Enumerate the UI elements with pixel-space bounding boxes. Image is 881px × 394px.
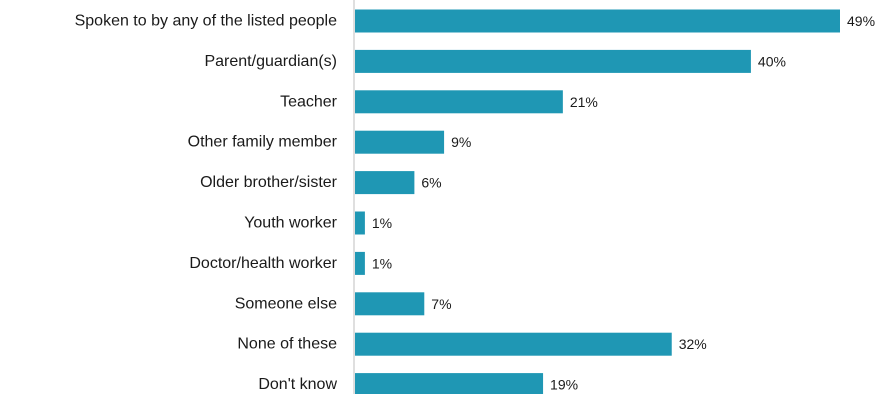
- data-label: 1%: [372, 215, 392, 231]
- data-label: 7%: [431, 296, 451, 312]
- category-label: None of these: [237, 336, 337, 353]
- bar: [355, 292, 425, 316]
- bar: [355, 171, 415, 195]
- category-label: Teacher: [280, 93, 338, 110]
- bar: [355, 211, 365, 235]
- bars-group: Spoken to by any of the listed people 49%…: [75, 9, 875, 394]
- data-label: 1%: [372, 255, 392, 271]
- category-label: Doctor/health worker: [189, 255, 337, 272]
- data-label: 21%: [570, 94, 598, 110]
- bar: [355, 90, 563, 114]
- category-label: Older brother/sister: [200, 174, 338, 191]
- category-label: Other family member: [188, 134, 338, 151]
- data-label: 9%: [451, 134, 471, 150]
- bar: [355, 49, 751, 73]
- bar: [355, 373, 544, 394]
- bar: [355, 251, 365, 275]
- category-label: Parent/guardian(s): [204, 53, 337, 70]
- data-label: 49%: [847, 13, 875, 29]
- data-label: 40%: [758, 53, 786, 69]
- bar: [355, 130, 445, 154]
- category-label: Youth worker: [244, 215, 337, 232]
- bar: [355, 332, 672, 356]
- category-label: Don't know: [258, 376, 337, 393]
- bar: [355, 9, 840, 33]
- category-label: Someone else: [235, 295, 337, 312]
- data-label: 19%: [550, 377, 578, 393]
- category-label: Spoken to by any of the listed people: [75, 13, 338, 30]
- data-label: 32%: [679, 336, 707, 352]
- data-label: 6%: [421, 175, 441, 191]
